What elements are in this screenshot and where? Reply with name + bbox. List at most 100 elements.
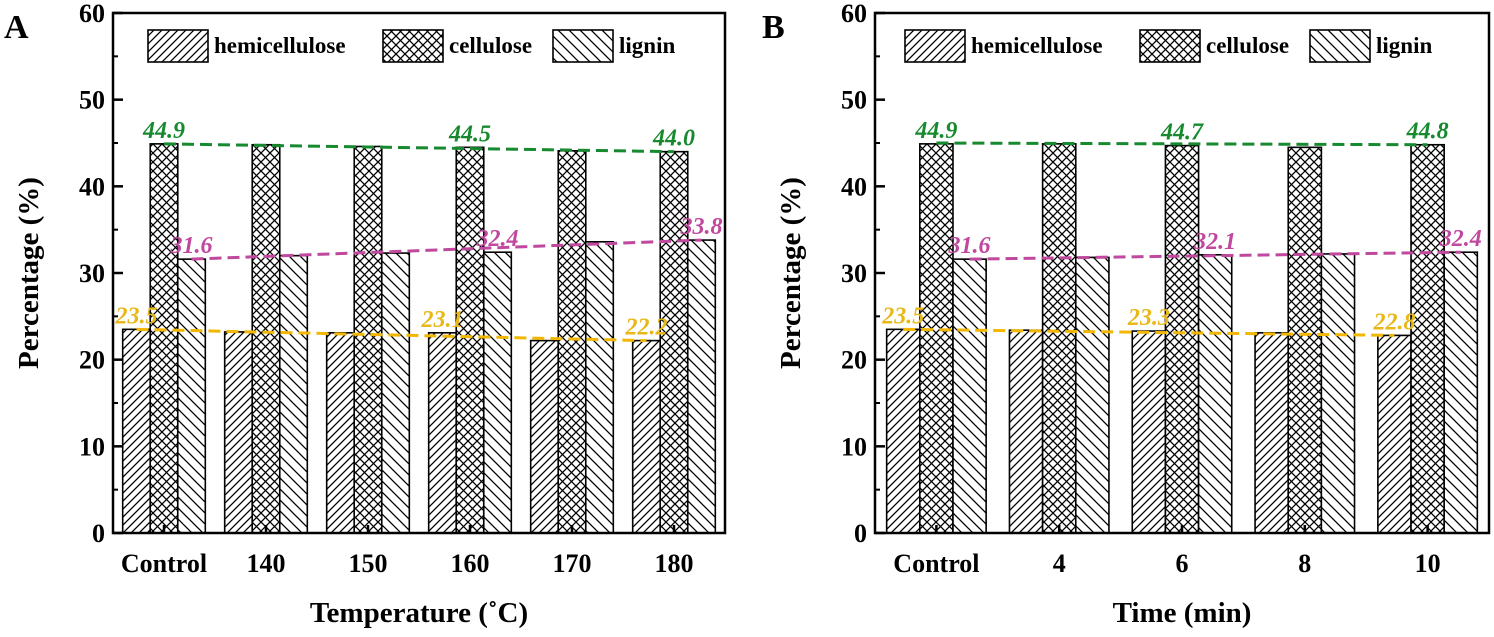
cellulose-bar [919, 143, 954, 534]
cellulose-bar [353, 145, 383, 534]
cellulose-bar [251, 143, 281, 534]
cellulose-trend-line [936, 141, 1428, 147]
cellulose-bar [1164, 144, 1200, 534]
lignin-bar [278, 254, 309, 534]
cellulose-bar [659, 150, 689, 534]
hemicellulose-bar [631, 339, 662, 534]
lignin-bar [686, 239, 717, 534]
value-label: 44.5 [448, 121, 491, 147]
lignin-bar [1443, 251, 1479, 534]
x-tick-label: 4 [1053, 549, 1066, 578]
lignin-bar [1320, 253, 1356, 534]
cellulose-trend-line [163, 142, 675, 154]
legend-label: cellulose [449, 33, 532, 58]
cellulose-bar [1041, 143, 1077, 534]
y-tick-label: 0 [92, 519, 105, 548]
y-axis-title: Percentage (%) [13, 177, 45, 369]
panel-a: A 44.9 44.5 44.0 31.6 32.4 33.8 23.5 23.1 22.2 0 10… [4, 0, 727, 629]
value-label: 22.8 [1372, 309, 1415, 335]
legend-label: hemicellulose [971, 33, 1103, 58]
value-label: 23.3 [1127, 305, 1170, 331]
x-axis-title: Time (min) [1113, 597, 1252, 629]
lignin-bar [584, 241, 615, 534]
value-label: 32.1 [1193, 229, 1236, 255]
x-tick-label: 10 [1415, 549, 1441, 578]
x-tick-label: Control [893, 549, 979, 578]
y-tick-label: 30 [79, 259, 105, 288]
lignin-bar [176, 258, 207, 534]
value-label: 32.4 [476, 226, 519, 252]
value-label: 44.0 [652, 126, 695, 152]
panel-b: B 44.9 44.7 44.8 31.6 32.1 32.4 23.5 23.3 22.8 0 10… [762, 0, 1491, 629]
lignin-bar [952, 258, 987, 534]
cellulose-bar [557, 150, 587, 534]
value-label: 23.5 [114, 303, 157, 329]
value-label: 44.9 [142, 118, 185, 144]
hemicellulose-bar [325, 331, 356, 534]
y-tick-label: 10 [841, 432, 867, 461]
value-label: 44.9 [914, 118, 957, 144]
legend-swatch [1139, 29, 1201, 63]
value-label: 23.5 [881, 303, 924, 329]
cellulose-bar [1410, 143, 1445, 534]
cellulose-bar [1287, 146, 1323, 534]
x-tick-label: 6 [1176, 549, 1189, 578]
legend-swatch [147, 29, 209, 63]
y-tick-label: 60 [841, 0, 867, 28]
cellulose-bar [455, 146, 485, 534]
y-tick-label: 10 [79, 432, 105, 461]
x-axis-title: Temperature (˚C) [310, 597, 528, 629]
panel-letter: A [4, 9, 29, 46]
hemicellulose-trend-line [136, 327, 647, 343]
value-label: 22.2 [624, 315, 667, 341]
hemicellulose-bar [1008, 329, 1044, 534]
legend-swatch [552, 29, 614, 63]
x-tick-label: 8 [1298, 549, 1311, 578]
hemicellulose-bar [121, 328, 152, 534]
legend-label: cellulose [1206, 33, 1289, 58]
hemicellulose-bar [1254, 331, 1290, 534]
y-tick-label: 40 [841, 172, 867, 201]
value-label: 33.8 [680, 214, 723, 240]
value-label: 23.1 [420, 307, 463, 333]
x-tick-label: 150 [349, 549, 388, 578]
value-label: 32.4 [1439, 226, 1482, 252]
panel-letter: B [762, 9, 785, 46]
y-tick-label: 30 [841, 259, 867, 288]
y-tick-label: 60 [79, 0, 105, 28]
y-tick-label: 20 [841, 346, 867, 375]
y-tick-label: 50 [841, 86, 867, 115]
lignin-bar [1197, 254, 1233, 534]
y-tick-label: 50 [79, 86, 105, 115]
legend-swatch [1309, 29, 1371, 63]
legend-label: lignin [619, 33, 675, 58]
value-label: 31.6 [948, 233, 991, 259]
hemicellulose-bar [1377, 334, 1412, 534]
hemicellulose-bar [885, 328, 921, 534]
cellulose-bar [149, 143, 179, 534]
lignin-bar [380, 252, 411, 534]
legend-label: lignin [1376, 33, 1432, 58]
x-tick-label: Control [121, 549, 207, 578]
y-tick-label: 0 [854, 519, 867, 548]
y-tick-label: 40 [79, 172, 105, 201]
lignin-bar [482, 251, 513, 534]
x-tick-label: 180 [655, 549, 694, 578]
y-axis-title: Percentage (%) [775, 177, 807, 369]
lignin-trend-line [191, 238, 702, 261]
value-label: 44.8 [1406, 119, 1449, 145]
hemicellulose-bar [223, 331, 254, 534]
lignin-trend-line [969, 250, 1461, 261]
legend-swatch [382, 29, 444, 63]
y-tick-label: 20 [79, 346, 105, 375]
x-tick-label: 140 [247, 549, 286, 578]
hemicellulose-bar [1131, 330, 1167, 534]
hemicellulose-trend-line [903, 327, 1395, 337]
value-label: 31.6 [170, 233, 213, 259]
x-tick-label: 160 [451, 549, 490, 578]
x-tick-label: 170 [553, 549, 592, 578]
legend-swatch [904, 29, 966, 63]
hemicellulose-bar [529, 339, 560, 534]
lignin-bar [1074, 256, 1110, 534]
